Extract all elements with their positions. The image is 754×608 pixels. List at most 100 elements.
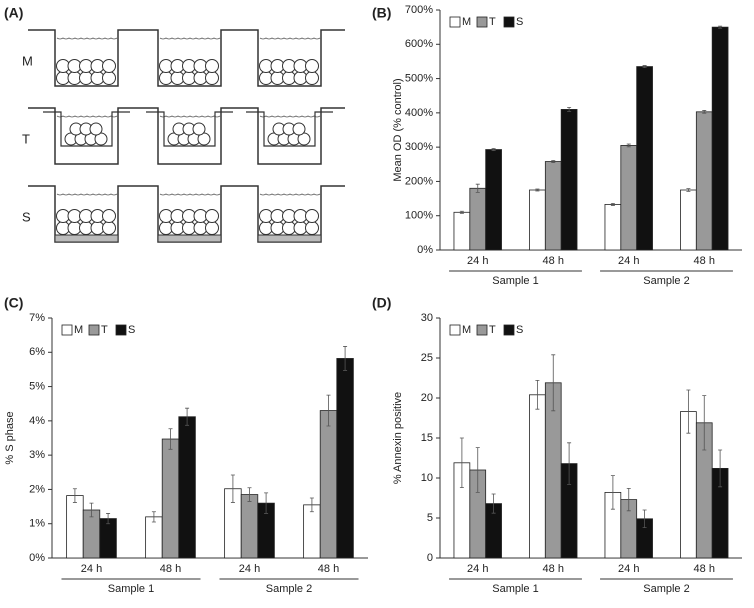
cell	[305, 221, 319, 235]
legend-swatch	[88, 324, 100, 336]
y-tick-label: 5%	[29, 380, 45, 392]
well-outline	[28, 29, 345, 87]
x-tick-label: 24 h	[467, 563, 488, 575]
bar	[99, 518, 117, 559]
bar	[453, 211, 471, 251]
error-bar	[626, 143, 631, 148]
y-tick-label: 1%	[29, 518, 45, 530]
cell	[305, 209, 319, 223]
bar	[544, 161, 562, 251]
legend-swatch	[476, 324, 488, 336]
bar	[303, 504, 321, 559]
y-tick-label: 6%	[29, 346, 45, 358]
x-tick-label: 48 h	[318, 563, 339, 575]
error-bar	[343, 346, 348, 371]
error-bar	[491, 148, 496, 151]
bar	[604, 203, 622, 251]
cell	[89, 122, 103, 136]
legend-swatch	[503, 16, 515, 28]
error-bar	[718, 449, 723, 488]
cell	[205, 59, 219, 73]
legend-swatch	[476, 16, 488, 28]
matrix	[257, 234, 322, 243]
error-bar	[535, 380, 540, 410]
y-tick-label: 20	[421, 392, 433, 404]
bar	[161, 438, 180, 559]
error-bar	[551, 354, 556, 412]
legend-swatch	[449, 324, 461, 336]
well-outline	[28, 107, 345, 165]
group-label: Sample 2	[643, 275, 689, 287]
chart: (B) Mean OD (% control) 0% 100% 200% 300% 400%…	[372, 4, 742, 287]
row-label: S	[22, 209, 31, 224]
x-tick-label: 24 h	[81, 563, 102, 575]
error-bar	[475, 447, 480, 493]
panel-label: (D)	[372, 295, 391, 311]
cell	[292, 122, 306, 136]
bar	[711, 26, 729, 251]
panel-label: (A)	[4, 5, 23, 21]
error-bar	[89, 502, 94, 518]
y-tick-label: 4%	[29, 415, 45, 427]
error-bar	[230, 474, 235, 503]
error-bar	[626, 488, 631, 512]
y-tick-label: 7%	[29, 312, 45, 324]
medium	[56, 115, 118, 118]
y-axis-label: % S phase	[4, 411, 16, 464]
x-tick-label: 48 h	[160, 563, 181, 575]
error-bar	[106, 513, 111, 525]
error-bar	[151, 511, 156, 523]
y-tick-label: 100%	[405, 210, 433, 222]
error-bar	[610, 202, 615, 206]
error-bar	[551, 160, 556, 163]
error-bar	[309, 497, 314, 513]
cell	[102, 209, 116, 223]
insert	[146, 111, 233, 147]
error-bar	[459, 210, 464, 214]
bar	[469, 187, 487, 251]
bar	[680, 189, 697, 251]
y-tick-label: 300%	[405, 141, 433, 153]
bar	[636, 66, 653, 251]
well-diagram: M T S	[22, 29, 345, 243]
error-bar	[718, 25, 723, 29]
y-tick-label: 700%	[405, 4, 433, 16]
x-tick-label: 48 h	[543, 255, 564, 267]
bar	[319, 410, 338, 559]
chart: (C) % S phase 0% 1% 2% 3% 4% 5% 6% 7% 24 h 48 h 24 h…	[4, 295, 368, 595]
cell	[192, 122, 206, 136]
error-bar	[72, 488, 77, 503]
bar	[620, 145, 638, 251]
error-bar	[567, 106, 572, 112]
bar	[695, 111, 713, 251]
group-label: Sample 2	[266, 583, 312, 595]
y-tick-label: 2%	[29, 483, 45, 495]
group-label: Sample 1	[492, 583, 538, 595]
legend-swatch	[449, 16, 461, 28]
cell	[102, 71, 116, 85]
group-label: Sample 1	[108, 583, 154, 595]
bar	[485, 149, 502, 251]
bar	[560, 109, 578, 251]
row-label: M	[22, 53, 33, 68]
error-bar	[642, 509, 647, 528]
legend-label: T	[489, 324, 496, 336]
legend-label: S	[128, 324, 135, 336]
y-tick-label: 5	[427, 512, 433, 524]
group-label: Sample 2	[643, 583, 689, 595]
bar	[145, 516, 163, 559]
cell	[102, 59, 116, 73]
bar	[178, 416, 196, 559]
error-bar	[459, 437, 464, 488]
y-tick-label: 0%	[29, 552, 45, 564]
y-tick-label: 0%	[417, 244, 433, 256]
medium	[259, 115, 321, 118]
bar	[240, 494, 259, 559]
y-tick-label: 200%	[405, 175, 433, 187]
legend-label: S	[516, 16, 523, 28]
medium	[259, 37, 321, 40]
matrix	[157, 234, 222, 243]
bar	[529, 189, 546, 251]
x-tick-label: 24 h	[239, 563, 260, 575]
